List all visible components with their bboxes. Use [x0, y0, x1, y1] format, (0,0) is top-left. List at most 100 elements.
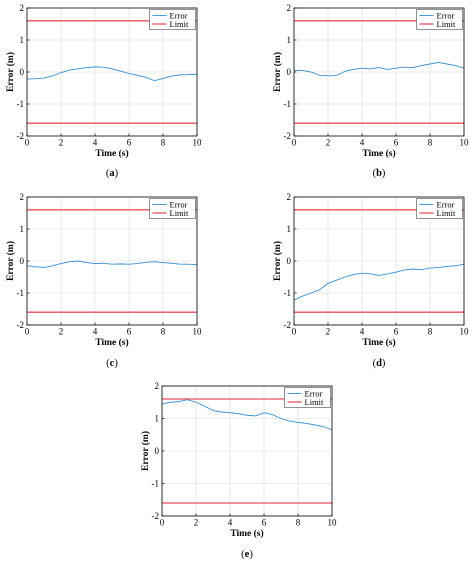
- x-axis-label: Time (s): [362, 337, 395, 348]
- y-tick-label: 0: [20, 256, 25, 266]
- x-tick-label: 2: [59, 327, 64, 337]
- x-tick-label: 2: [326, 138, 331, 148]
- x-tick-label: 2: [194, 518, 199, 528]
- chart-panel-d: 0 2 4 6 8 10 -2 -1 0 1 2 Time (s) Error (m) ErrorLimi…: [272, 192, 469, 369]
- x-tick-label: 0: [292, 327, 297, 337]
- x-tick-label: 8: [428, 138, 433, 148]
- x-tick-label: 6: [394, 327, 399, 337]
- y-tick-label: -2: [284, 320, 292, 330]
- y-tick-label: 0: [287, 67, 292, 77]
- x-tick-label: 10: [328, 518, 338, 528]
- chart-panel-e: 0 2 4 6 8 10 -2 -1 0 1 2 Time (s) Error (m) ErrorLimi…: [140, 381, 337, 560]
- panel-caption: (a): [106, 168, 119, 179]
- x-tick-label: 8: [161, 138, 166, 148]
- y-tick-label: -1: [17, 99, 25, 109]
- x-tick-label: 2: [59, 138, 64, 148]
- panel-caption-letter: c: [110, 358, 115, 369]
- panel-caption: (e): [241, 549, 253, 560]
- error-line: [26, 260, 198, 268]
- x-tick-label: 0: [160, 518, 165, 528]
- legend-label-error: Error: [305, 389, 323, 399]
- x-tick-label: 6: [127, 327, 132, 337]
- x-tick-label: 10: [460, 138, 470, 148]
- x-axis-label: Time (s): [362, 148, 395, 159]
- x-axis-label: Time (s): [95, 148, 128, 159]
- y-tick-label: 1: [287, 35, 292, 45]
- x-axis-label: Time (s): [95, 337, 128, 348]
- y-tick-label: 0: [287, 256, 292, 266]
- x-tick-label: 10: [460, 327, 470, 337]
- y-tick-label: -1: [17, 288, 25, 298]
- x-tick-label: 0: [25, 327, 30, 337]
- legend-label-limit: Limit: [437, 19, 457, 29]
- y-tick-label: 2: [287, 192, 292, 202]
- y-tick-label: 1: [287, 224, 292, 234]
- panel-caption-letter: a: [109, 168, 115, 179]
- panel-caption-letter: d: [376, 358, 382, 369]
- x-tick-label: 6: [127, 138, 132, 148]
- y-tick-label: 1: [155, 414, 160, 424]
- y-tick-label: -2: [284, 131, 292, 141]
- panel-caption-letter: e: [245, 549, 250, 560]
- y-tick-label: 0: [20, 67, 25, 77]
- error-line: [293, 263, 465, 301]
- panel-caption: (d): [373, 358, 386, 369]
- panel-caption: (c): [106, 358, 118, 369]
- legend-label-error: Error: [437, 11, 455, 21]
- x-tick-label: 4: [360, 327, 365, 337]
- error-line: [293, 61, 465, 77]
- y-axis-label: Error (m): [272, 52, 283, 92]
- legend-label-error: Error: [437, 200, 455, 210]
- x-tick-label: 4: [228, 518, 233, 528]
- y-tick-label: 1: [20, 224, 25, 234]
- x-tick-label: 4: [93, 138, 98, 148]
- x-tick-label: 6: [262, 518, 267, 528]
- x-tick-label: 0: [25, 138, 30, 148]
- chart-panel-b: 0 2 4 6 8 10 -2 -1 0 1 2 Time (s) Error (m) ErrorLimi…: [272, 3, 469, 179]
- x-tick-label: 0: [292, 138, 297, 148]
- y-tick-label: -1: [284, 288, 292, 298]
- y-tick-label: 2: [20, 3, 25, 13]
- legend-label-limit: Limit: [170, 208, 190, 218]
- y-axis-label: Error (m): [272, 241, 283, 281]
- chart-panel-a: 0 2 4 6 8 10 -2 -1 0 1 2 Time (s) Error (m) ErrorLimi…: [5, 3, 202, 179]
- y-tick-label: 1: [20, 35, 25, 45]
- legend-label-limit: Limit: [170, 19, 190, 29]
- y-axis-label: Error (m): [5, 241, 16, 281]
- legend-label-limit: Limit: [305, 397, 325, 407]
- y-tick-label: -2: [17, 131, 25, 141]
- x-tick-label: 4: [93, 327, 98, 337]
- legend-label-error: Error: [170, 11, 188, 21]
- y-tick-label: -1: [284, 99, 292, 109]
- y-tick-label: -1: [152, 479, 160, 489]
- y-tick-label: 2: [287, 3, 292, 13]
- x-tick-label: 8: [428, 327, 433, 337]
- x-tick-label: 4: [360, 138, 365, 148]
- x-tick-label: 10: [193, 138, 203, 148]
- y-tick-label: 2: [20, 192, 25, 202]
- panel-caption: (b): [373, 168, 386, 179]
- y-axis-label: Error (m): [5, 52, 16, 92]
- x-tick-label: 10: [193, 327, 203, 337]
- x-tick-label: 8: [296, 518, 301, 528]
- x-tick-label: 2: [326, 327, 331, 337]
- x-tick-label: 6: [394, 138, 399, 148]
- x-axis-label: Time (s): [230, 528, 263, 539]
- x-tick-label: 8: [161, 327, 166, 337]
- chart-panel-c: 0 2 4 6 8 10 -2 -1 0 1 2 Time (s) Error (m) ErrorLimi…: [5, 192, 202, 369]
- legend-label-limit: Limit: [437, 208, 457, 218]
- error-line: [161, 399, 333, 431]
- y-tick-label: 2: [155, 381, 160, 391]
- panel-caption-letter: b: [376, 168, 382, 179]
- y-tick-label: 0: [155, 446, 160, 456]
- y-tick-label: -2: [17, 320, 25, 330]
- error-line: [26, 66, 198, 82]
- y-tick-label: -2: [152, 511, 160, 521]
- y-axis-label: Error (m): [140, 431, 151, 471]
